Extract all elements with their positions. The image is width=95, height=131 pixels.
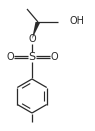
- Text: S: S: [28, 52, 36, 62]
- Text: O: O: [6, 52, 14, 62]
- Text: O: O: [28, 34, 36, 44]
- Polygon shape: [32, 22, 40, 39]
- Text: O: O: [50, 52, 58, 62]
- Text: OH: OH: [70, 16, 85, 26]
